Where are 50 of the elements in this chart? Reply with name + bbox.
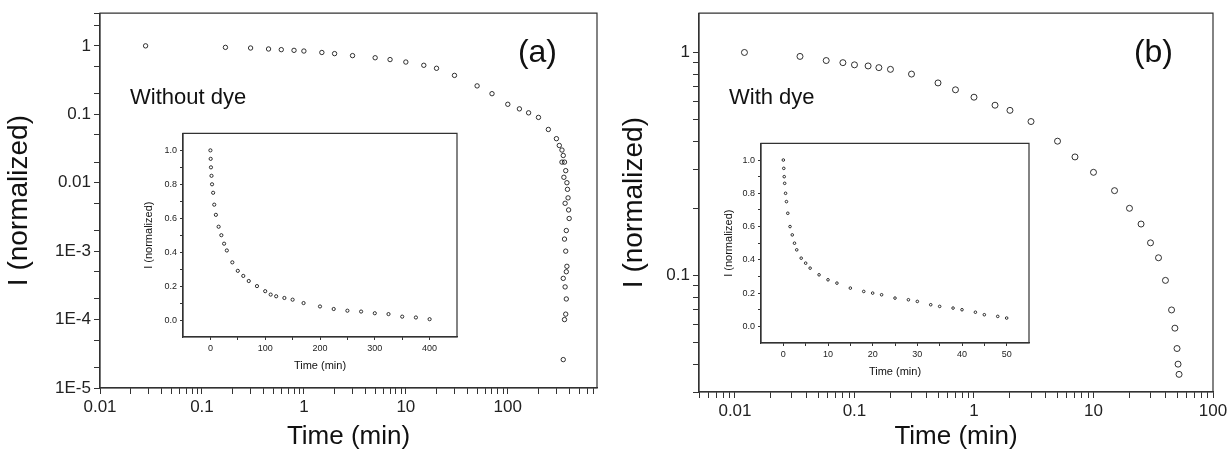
annotation: (b) bbox=[1133, 33, 1173, 70]
y-tick-label: 0.4 bbox=[164, 246, 177, 257]
y-tick-label: 0.2 bbox=[164, 280, 177, 291]
x-tick-label: 100 bbox=[257, 342, 273, 353]
x-axis-title: Time (min) bbox=[894, 419, 1018, 450]
y-axis-title: I (normalized) bbox=[721, 209, 734, 277]
x-tick-label: 100 bbox=[493, 396, 522, 416]
y-tick-label: 0.1 bbox=[67, 103, 91, 123]
x-tick-label: 0 bbox=[207, 342, 213, 353]
x-tick-label: 1 bbox=[969, 400, 979, 420]
x-tick-label: 30 bbox=[912, 348, 923, 359]
y-tick-label: 0.8 bbox=[742, 187, 755, 198]
x-tick-label: 300 bbox=[367, 342, 383, 353]
x-tick-label: 0.1 bbox=[842, 400, 867, 420]
x-tick-label: 0 bbox=[780, 348, 786, 359]
y-axis-title: I (normalized) bbox=[1, 115, 33, 287]
x-tick-label: 0.01 bbox=[83, 396, 117, 416]
y-tick-label: 1.0 bbox=[164, 144, 177, 155]
x-tick-label: 40 bbox=[956, 348, 968, 359]
y-tick-label: 1E-4 bbox=[55, 309, 91, 329]
y-tick-label: 0.0 bbox=[164, 314, 177, 325]
annotation: Without dye bbox=[130, 84, 247, 110]
x-tick-label: 10 bbox=[1084, 400, 1103, 420]
y-tick-label: 0.8 bbox=[164, 178, 177, 189]
y-tick-label: 1 bbox=[81, 35, 91, 55]
x-tick-label: 200 bbox=[312, 342, 328, 353]
x-tick-label: 0.1 bbox=[190, 396, 214, 416]
x-axis-title: Time (min) bbox=[868, 365, 922, 378]
x-tick-label: 50 bbox=[1001, 348, 1012, 359]
annotation: (a) bbox=[517, 33, 557, 70]
x-tick-label: 10 bbox=[396, 396, 416, 416]
x-tick-label: 10 bbox=[822, 348, 834, 359]
y-axis-title: I (normalized) bbox=[616, 117, 648, 289]
x-axis-title: Time (min) bbox=[286, 419, 411, 450]
y-tick-label: 0.01 bbox=[57, 172, 91, 192]
x-tick-label: 1 bbox=[299, 396, 309, 416]
y-axis-title: I (normalized) bbox=[141, 201, 154, 269]
y-tick-label: 1.0 bbox=[742, 154, 755, 165]
x-tick-label: 400 bbox=[422, 342, 438, 353]
x-tick-label: 100 bbox=[1198, 400, 1228, 420]
y-tick-label: 0.6 bbox=[164, 212, 177, 223]
y-tick-label: 0.6 bbox=[742, 221, 755, 232]
annotation: With dye bbox=[729, 84, 815, 110]
y-tick-label: 0.0 bbox=[742, 320, 755, 331]
x-tick-label: 20 bbox=[867, 348, 878, 359]
y-tick-label: 0.2 bbox=[742, 287, 755, 298]
y-tick-label: 0.4 bbox=[742, 254, 755, 265]
x-axis-title: Time (min) bbox=[293, 359, 347, 372]
y-tick-label: 1E-3 bbox=[55, 240, 91, 260]
y-tick-label: 1E-5 bbox=[55, 377, 91, 397]
